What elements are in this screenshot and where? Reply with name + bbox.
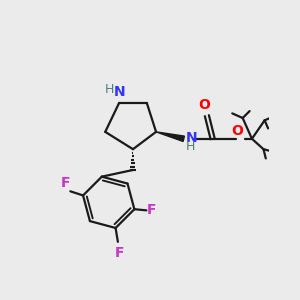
Text: O: O [199,98,211,112]
Text: N: N [113,85,125,99]
Text: F: F [147,203,156,218]
Text: O: O [231,124,243,138]
Text: F: F [61,176,70,190]
Text: H: H [105,82,114,96]
Text: N: N [186,130,197,145]
Text: H: H [186,140,195,153]
Text: F: F [114,247,124,260]
Polygon shape [156,132,184,142]
